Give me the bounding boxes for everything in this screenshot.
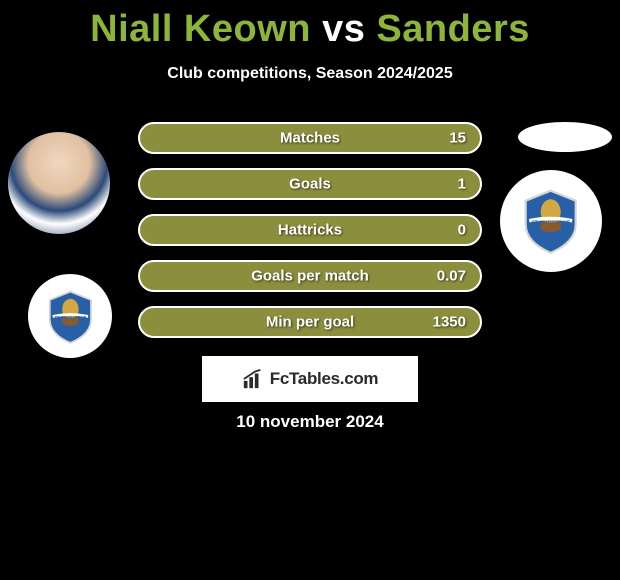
stat-label: Hattricks [278,222,342,239]
stat-label: Goals per match [251,268,369,285]
stat-label: Goals [289,176,331,193]
player1-avatar [8,132,110,234]
branding-text: FcTables.com [270,369,379,389]
fctables-logo-icon [242,368,264,390]
player1-club-badge: ST JOHNSTONE [28,274,112,358]
club-crest-icon: ST JOHNSTONE [41,287,100,346]
player2-club-badge: ST JOHNSTONE [500,170,602,272]
stat-row: Goals 1 [138,168,482,200]
player1-name: Niall Keown [90,8,311,50]
player2-name: Sanders [376,8,529,50]
svg-text:ST JOHNSTONE: ST JOHNSTONE [532,220,571,226]
stat-row: Min per goal 1350 [138,306,482,338]
stat-label: Min per goal [266,314,354,331]
stat-value: 1 [458,176,466,193]
date-label: 10 november 2024 [0,412,620,432]
vs-separator: vs [322,8,365,50]
stat-row: Matches 15 [138,122,482,154]
stat-row: Hattricks 0 [138,214,482,246]
comparison-title: Niall Keown vs Sanders [0,0,620,51]
svg-text:ST JOHNSTONE: ST JOHNSTONE [54,314,86,319]
club-crest-icon: ST JOHNSTONE [515,185,586,256]
stat-value: 0 [458,222,466,239]
stat-label: Matches [280,130,340,147]
stat-row: Goals per match 0.07 [138,260,482,292]
player2-avatar [518,122,612,152]
stats-list: Matches 15 Goals 1 Hattricks 0 Goals per… [138,122,482,352]
stat-value: 0.07 [437,268,466,285]
subtitle: Club competitions, Season 2024/2025 [0,65,620,83]
branding-banner[interactable]: FcTables.com [202,356,418,402]
stat-value: 1350 [433,314,466,331]
stat-value: 15 [449,130,466,147]
